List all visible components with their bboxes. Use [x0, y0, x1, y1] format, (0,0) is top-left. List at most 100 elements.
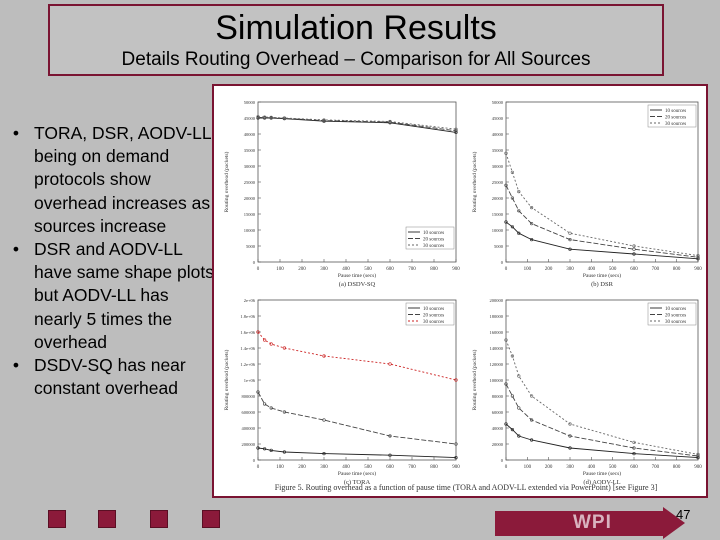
data-point [510, 225, 515, 229]
bullet-item: • DSDV-SQ has near constant overhead [6, 354, 220, 400]
x-tick-label: 200 [298, 465, 306, 470]
x-tick-label: 400 [588, 267, 596, 272]
x-tick-label: 700 [652, 267, 660, 272]
data-point [388, 453, 392, 457]
y-tick-label: 200000 [490, 298, 504, 303]
bullet-item: • TORA, DSR, AODV-LL being on demand prot… [6, 122, 220, 238]
y-tick-label: 50000 [244, 100, 256, 105]
y-tick-label: 10000 [492, 228, 504, 233]
y-axis-label: Routing overhead (packets) [471, 349, 478, 410]
series-line [505, 383, 699, 457]
footer-square [202, 510, 220, 528]
bullet-dot-icon: • [12, 239, 20, 260]
legend-label: 20 sources [665, 115, 686, 120]
y-tick-label: 160000 [490, 330, 504, 335]
x-tick-label: 600 [386, 267, 394, 272]
data-point [632, 452, 636, 456]
data-point [454, 378, 458, 382]
y-tick-label: 180000 [490, 314, 504, 319]
legend-box [405, 302, 455, 326]
legend-label: 30 sources [665, 122, 686, 127]
title-box: Simulation Results Details Routing Overh… [48, 4, 664, 76]
data-point [282, 450, 286, 454]
y-tick-label: 35000 [492, 148, 504, 153]
bullet-text: TORA, DSR, AODV-LL being on demand proto… [34, 123, 211, 236]
data-point [517, 189, 521, 194]
legend-label: 30 sources [423, 320, 444, 325]
data-point [454, 456, 458, 460]
series-line [257, 116, 457, 130]
y-tick-label: 800000 [242, 394, 256, 399]
data-point [696, 452, 700, 457]
data-point [517, 231, 521, 235]
data-point [262, 338, 267, 342]
data-point [530, 418, 534, 422]
x-tick-label: 900 [452, 267, 460, 272]
data-point [256, 330, 260, 334]
page-number: 47 [676, 507, 691, 522]
series-line [505, 153, 699, 257]
y-tick-label: 30000 [492, 164, 504, 169]
data-point [530, 222, 534, 226]
data-point [632, 440, 636, 445]
x-tick-label: 200 [298, 267, 306, 272]
y-tick-label: 20000 [492, 196, 504, 201]
chart-title: (a) DSDV-SQ [339, 281, 376, 288]
x-tick-label: 0 [505, 267, 508, 272]
data-point [504, 382, 508, 386]
x-tick-label: 500 [609, 465, 617, 470]
figure-panel: 0 5000 10000 15000 20000 25000 30000 35000 40000… [212, 84, 708, 498]
slide-subtitle: Details Routing Overhead – Comparison fo… [121, 49, 591, 70]
y-tick-label: 400000 [242, 426, 256, 431]
x-tick-label: 0 [257, 465, 260, 470]
data-point [454, 442, 458, 446]
charts-svg: 0500010000150002000025000300003500040000… [223, 100, 702, 486]
x-tick-label: 100 [524, 465, 532, 470]
y-tick-label: 15000 [492, 212, 504, 217]
data-point [632, 244, 636, 248]
data-point [504, 220, 508, 224]
legend-label: 20 sources [423, 313, 444, 318]
data-point [568, 238, 572, 242]
data-point [269, 342, 273, 346]
x-tick-label: 700 [408, 267, 416, 272]
legend-label: 20 sources [665, 313, 686, 318]
y-tick-label: 100000 [490, 378, 504, 383]
data-point [504, 183, 508, 187]
x-tick-label: 200 [545, 465, 553, 470]
chart-title: (d) AODV-LL [583, 479, 620, 486]
series-line [505, 184, 699, 258]
x-axis-label: Pause time (secs) [338, 470, 376, 477]
y-tick-label: 0 [253, 458, 256, 463]
bullet-text: DSR and AODV-LL have same shape plots bu… [34, 239, 214, 352]
series-line [257, 447, 457, 459]
data-point [454, 127, 458, 131]
data-point [322, 354, 326, 358]
x-tick-label: 200 [545, 267, 553, 272]
bullet-item: • DSR and AODV-LL have same shape plots b… [6, 238, 220, 354]
x-axis-label: Pause time (secs) [583, 272, 621, 279]
bullet-text: DSDV-SQ has near constant overhead [34, 355, 186, 399]
x-tick-label: 300 [566, 267, 574, 272]
data-point [282, 346, 286, 350]
series-line [505, 339, 699, 455]
x-tick-label: 100 [276, 465, 284, 470]
x-axis-label: Pause time (secs) [338, 272, 376, 279]
series-line [257, 391, 457, 445]
bullet-dot-icon: • [12, 123, 20, 143]
y-tick-label: 10000 [244, 228, 256, 233]
data-point [632, 446, 636, 450]
data-point [510, 196, 515, 200]
data-point [322, 452, 326, 456]
y-tick-label: 40000 [244, 132, 256, 137]
data-point [568, 434, 572, 438]
data-point [256, 390, 260, 394]
x-tick-label: 800 [430, 465, 438, 470]
x-tick-label: 600 [630, 465, 638, 470]
data-point [568, 422, 572, 426]
y-tick-label: 40000 [492, 426, 504, 431]
data-point [568, 446, 572, 450]
y-tick-label: 1.4e+06 [240, 346, 255, 351]
data-point [696, 255, 700, 259]
x-tick-label: 700 [408, 465, 416, 470]
